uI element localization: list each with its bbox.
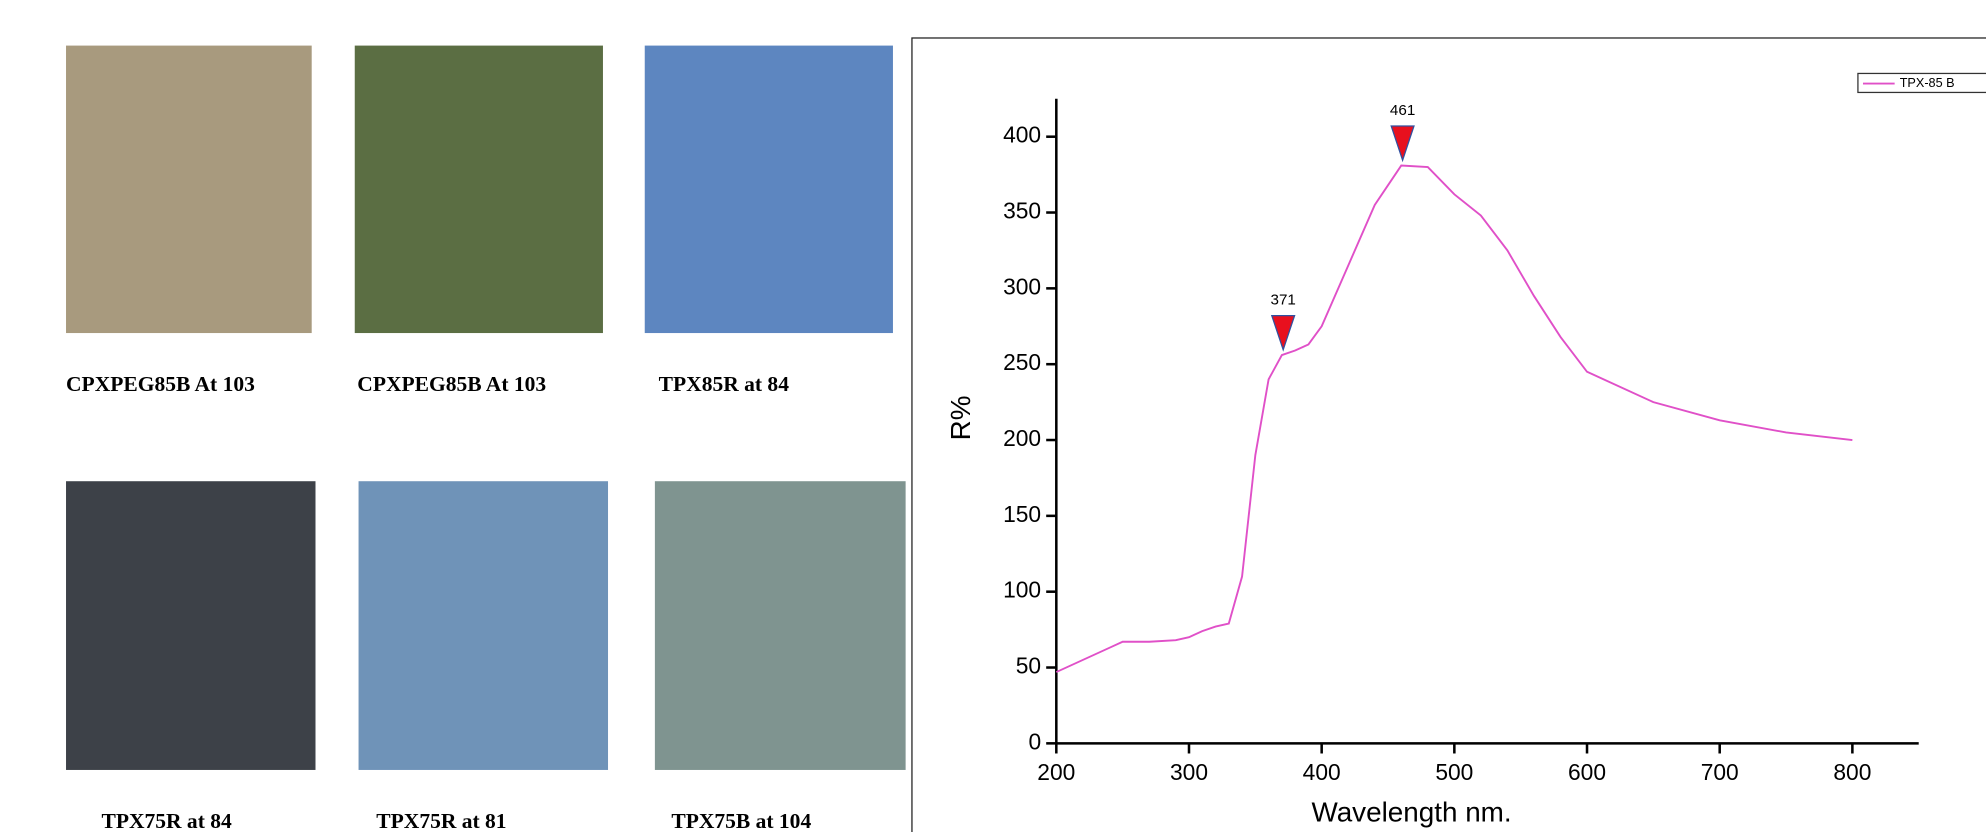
x-tick-label: 700 (1701, 759, 1739, 785)
image-caption: CPXPEG85B At 103 (66, 372, 255, 396)
y-tick-label: 100 (1003, 577, 1041, 603)
peak-label: 371 (1271, 291, 1296, 308)
sample-image (645, 46, 893, 333)
page: CPXPEG85B At 103 CPXPEG85B At 103 TPX85R a… (0, 0, 1986, 832)
image-caption: TPX85R at 84 (659, 372, 790, 396)
x-tick-label: 400 (1303, 759, 1341, 785)
x-axis-label: Wavelength nm. (1311, 797, 1511, 828)
figure: CPXPEG85B At 103 CPXPEG85B At 103 TPX85R a… (0, 0, 1986, 832)
sample-image (655, 481, 906, 770)
image-caption: TPX75B at 104 (671, 809, 811, 832)
y-axis-label: R% (945, 395, 976, 440)
x-tick-label: 300 (1170, 759, 1208, 785)
y-tick-label: 350 (1003, 198, 1041, 224)
image-caption: TPX75R at 84 (101, 809, 232, 832)
y-tick-label: 0 (1028, 728, 1041, 754)
legend-label: TPX-85 B (1900, 76, 1955, 90)
sample-image (66, 481, 315, 770)
y-tick-label: 400 (1003, 122, 1041, 148)
y-tick-label: 300 (1003, 273, 1041, 299)
x-tick-label: 600 (1568, 759, 1606, 785)
sample-image (355, 46, 603, 333)
peak-marker (1272, 316, 1295, 350)
x-tick-label: 500 (1435, 759, 1473, 785)
peak-label: 461 (1390, 102, 1415, 119)
peak-marker (1391, 126, 1414, 160)
image-caption: CPXPEG85B At 103 (357, 372, 546, 396)
y-tick-label: 250 (1003, 349, 1041, 375)
y-tick-label: 50 (1016, 653, 1041, 679)
x-tick-label: 800 (1833, 759, 1871, 785)
x-tick-label: 200 (1037, 759, 1075, 785)
y-tick-label: 200 (1003, 425, 1041, 451)
sample-image (359, 481, 608, 770)
image-caption: TPX75R at 81 (376, 809, 506, 832)
y-tick-label: 150 (1003, 501, 1041, 527)
sample-image (66, 46, 312, 333)
series-line (1056, 166, 1852, 673)
chart-frame (912, 38, 1986, 832)
